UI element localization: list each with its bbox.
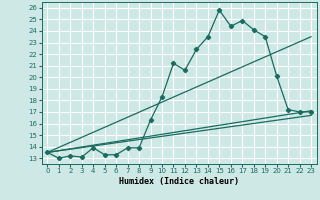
X-axis label: Humidex (Indice chaleur): Humidex (Indice chaleur) [119, 177, 239, 186]
